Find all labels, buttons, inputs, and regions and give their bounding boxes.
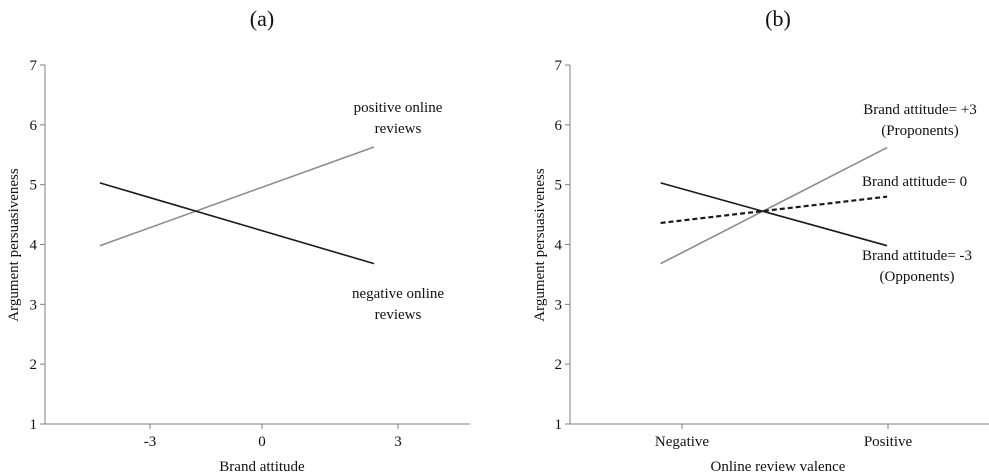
- panel-label: (a): [250, 6, 274, 31]
- y-tick-label: 1: [555, 417, 563, 433]
- series-annotation: Brand attitude= -3 (Opponents): [862, 248, 972, 285]
- annotation-line: Brand attitude= 0: [862, 174, 967, 190]
- annotation-line: reviews: [375, 121, 422, 137]
- y-tick-label: 5: [555, 178, 563, 194]
- series-line-2: [99, 182, 375, 265]
- series-annotation: Brand attitude= 0: [862, 174, 967, 190]
- series-annotation: Brand attitude= +3 (Proponents): [863, 102, 977, 139]
- x-tick-label: 0: [258, 434, 266, 450]
- x-tick-label: 3: [394, 434, 402, 450]
- series-line-2: [660, 195, 888, 225]
- annotation-line: Brand attitude= -3: [862, 248, 972, 264]
- annotation-line: positive online: [354, 100, 443, 116]
- y-tick-label: 6: [30, 118, 38, 134]
- x-tick-label: Negative: [655, 434, 709, 450]
- annotation-line: reviews: [375, 307, 422, 323]
- y-tick-label: 7: [30, 58, 38, 74]
- annotation-line: negative online: [352, 286, 444, 302]
- series-annotation: negative online reviews: [352, 286, 444, 323]
- x-tick-label: -3: [144, 434, 157, 450]
- y-tick-label: 2: [30, 357, 38, 373]
- annotation-line: (Proponents): [881, 123, 959, 139]
- y-tick-label: 4: [30, 238, 38, 254]
- y-tick-label: 5: [30, 178, 38, 194]
- y-tick-label: 6: [555, 118, 563, 134]
- series-annotation: positive online reviews: [354, 100, 443, 137]
- panel-a: (a) 1 2 3 4 5 6 7 -3 0 3 Brand attitude Argument per…: [6, 6, 470, 475]
- y-axis-title: Argument persuasiveness: [532, 168, 548, 322]
- panel-b: (b) 1 2 3 4 5 6 7 Negative Positive Online review …: [532, 6, 989, 475]
- y-tick-label: 3: [555, 297, 563, 313]
- y-tick-label: 2: [555, 357, 563, 373]
- annotation-line: (Opponents): [880, 269, 955, 285]
- panel-label: (b): [765, 6, 791, 31]
- series-line-3: [660, 182, 888, 247]
- y-tick-label: 4: [555, 238, 563, 254]
- annotation-line: Brand attitude= +3: [863, 102, 977, 118]
- y-tick-label: 1: [30, 417, 38, 433]
- x-axis-title: Online review valence: [711, 459, 846, 475]
- y-tick-label: 7: [555, 58, 563, 74]
- series-line-1: [99, 146, 375, 247]
- x-tick-label: Positive: [864, 434, 913, 450]
- series-line-1: [660, 146, 888, 265]
- x-axis-title: Brand attitude: [219, 459, 305, 475]
- y-axis-title: Argument persuasiveness: [6, 168, 22, 322]
- y-tick-label: 3: [30, 297, 38, 313]
